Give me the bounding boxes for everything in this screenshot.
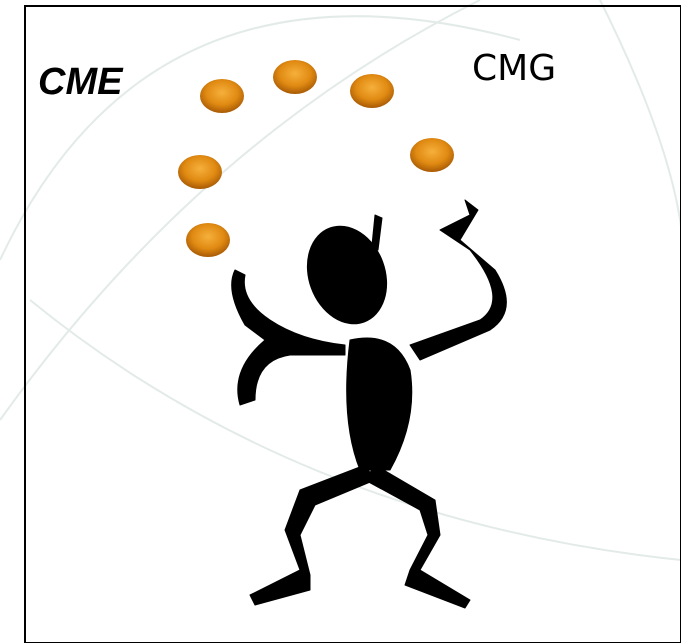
cme-label: CME	[38, 61, 124, 103]
slide: CME CMG	[0, 0, 681, 643]
page: CME CMG (() => { const data = JSON.parse…	[0, 0, 681, 643]
juggler-figure	[232, 200, 507, 608]
cmg-label: CMG	[472, 48, 556, 89]
frame	[25, 6, 681, 643]
juggling-balls	[178, 60, 454, 257]
